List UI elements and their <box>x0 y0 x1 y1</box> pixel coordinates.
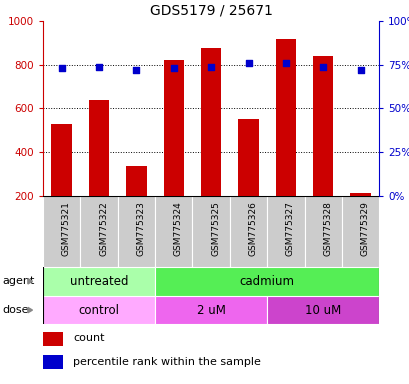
Point <box>282 60 288 66</box>
Bar <box>349 192 370 196</box>
Point <box>319 63 326 70</box>
Bar <box>192 196 229 267</box>
Text: GSM775325: GSM775325 <box>211 202 220 257</box>
Text: GSM775323: GSM775323 <box>136 202 145 257</box>
Bar <box>155 196 192 267</box>
Point <box>245 60 251 66</box>
Bar <box>89 100 109 196</box>
Bar <box>267 196 304 267</box>
Text: 2 uM: 2 uM <box>196 304 225 316</box>
Bar <box>117 196 155 267</box>
Text: count: count <box>73 333 105 343</box>
Text: GSM775322: GSM775322 <box>99 202 108 256</box>
Bar <box>238 119 258 196</box>
Point <box>207 63 214 70</box>
Point <box>58 65 65 71</box>
Text: percentile rank within the sample: percentile rank within the sample <box>73 358 261 367</box>
Point <box>356 67 363 73</box>
Bar <box>43 332 63 346</box>
Text: GSM775324: GSM775324 <box>173 202 182 256</box>
Bar <box>155 296 267 324</box>
Bar <box>341 196 378 267</box>
Text: GSM775321: GSM775321 <box>62 202 71 257</box>
Point <box>170 65 177 71</box>
Bar <box>43 267 155 296</box>
Point <box>96 63 102 70</box>
Bar <box>304 196 341 267</box>
Text: GSM775329: GSM775329 <box>360 202 369 257</box>
Bar <box>200 48 221 196</box>
Bar <box>229 196 267 267</box>
Title: GDS5179 / 25671: GDS5179 / 25671 <box>149 3 272 17</box>
Bar <box>43 296 155 324</box>
Bar <box>163 60 184 196</box>
Text: GSM775328: GSM775328 <box>322 202 331 257</box>
Bar <box>43 356 63 369</box>
Bar <box>43 196 80 267</box>
Text: cadmium: cadmium <box>239 275 294 288</box>
Bar <box>80 196 117 267</box>
Text: agent: agent <box>2 276 34 286</box>
Bar <box>312 56 333 196</box>
Text: GSM775327: GSM775327 <box>285 202 294 257</box>
Text: control: control <box>79 304 119 316</box>
Text: dose: dose <box>2 305 29 315</box>
Text: untreated: untreated <box>70 275 128 288</box>
Bar <box>126 166 146 196</box>
Bar <box>275 39 295 196</box>
Text: 10 uM: 10 uM <box>304 304 341 316</box>
Point <box>133 67 139 73</box>
Bar <box>155 267 378 296</box>
Bar <box>267 296 378 324</box>
Bar <box>51 124 72 196</box>
Text: GSM775326: GSM775326 <box>248 202 257 257</box>
